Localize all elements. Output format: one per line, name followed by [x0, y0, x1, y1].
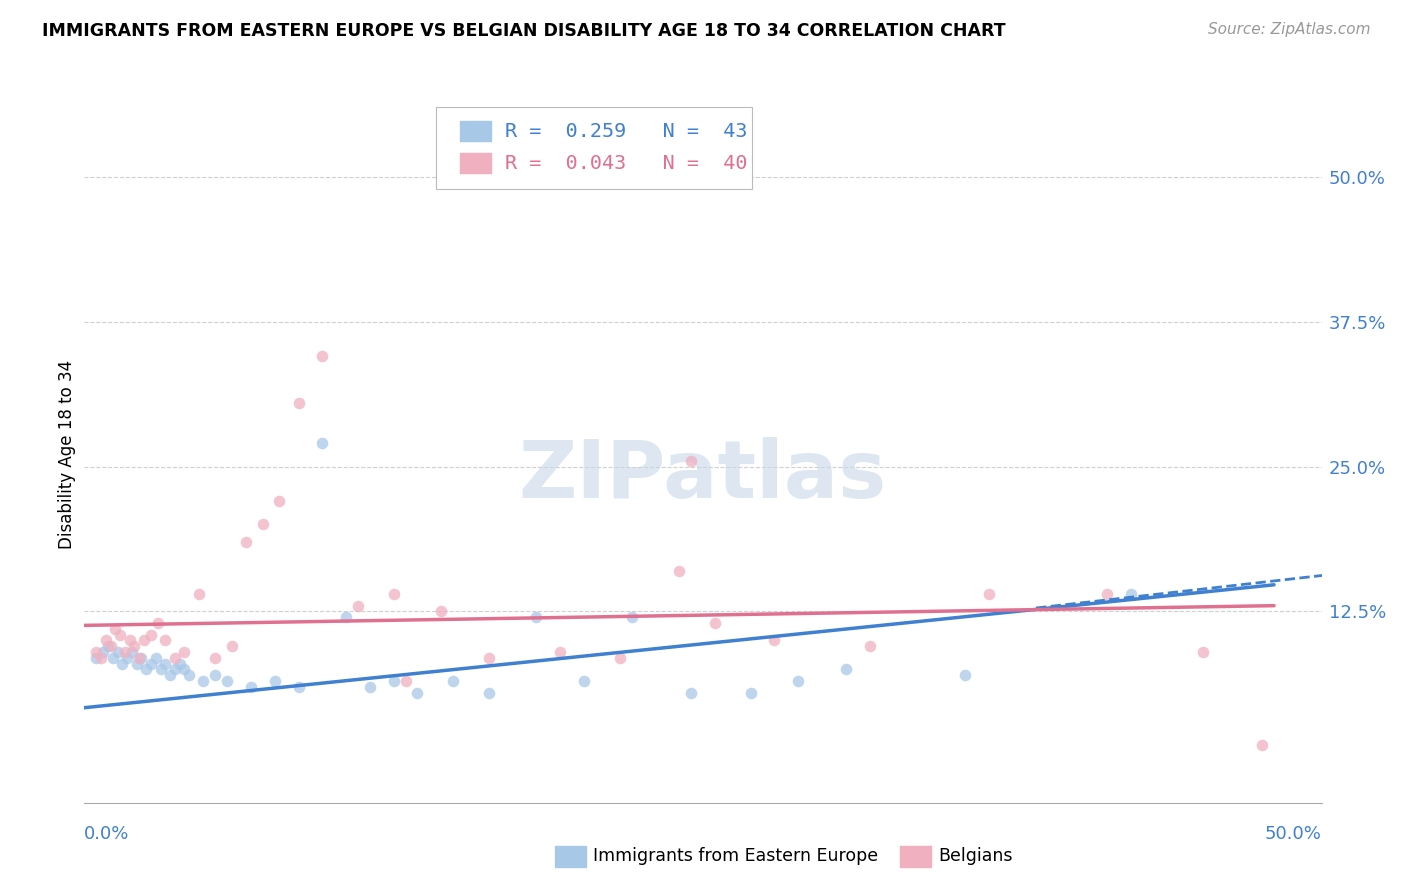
Point	[159, 668, 181, 682]
Point	[108, 628, 131, 642]
Point	[382, 587, 405, 601]
Point	[572, 674, 595, 689]
Point	[1121, 587, 1143, 601]
Point	[204, 651, 226, 665]
Point	[155, 633, 177, 648]
Point	[681, 685, 703, 699]
Point	[1097, 587, 1119, 601]
Point	[406, 685, 429, 699]
Point	[858, 639, 880, 653]
Point	[84, 645, 107, 659]
Y-axis label: Disability Age 18 to 34: Disability Age 18 to 34	[58, 360, 76, 549]
Point	[681, 453, 703, 467]
Point	[115, 651, 138, 665]
Point	[173, 662, 195, 677]
Point	[124, 639, 146, 653]
Point	[478, 685, 501, 699]
Point	[187, 587, 209, 601]
Point	[263, 674, 285, 689]
Point	[149, 662, 172, 677]
Point	[269, 494, 291, 508]
Point	[1251, 738, 1274, 752]
Point	[104, 622, 127, 636]
Point	[441, 674, 464, 689]
Point	[169, 657, 191, 671]
Point	[287, 396, 309, 410]
Point	[430, 605, 453, 619]
Point	[101, 651, 124, 665]
Point	[609, 651, 631, 665]
Text: R =  0.043   N =  40: R = 0.043 N = 40	[505, 153, 747, 173]
Text: ZIPatlas: ZIPatlas	[519, 437, 887, 515]
Point	[193, 674, 215, 689]
Point	[668, 564, 690, 578]
Point	[125, 657, 148, 671]
Point	[97, 639, 120, 653]
Point	[235, 534, 257, 549]
Point	[111, 657, 134, 671]
Point	[107, 645, 129, 659]
Point	[287, 680, 309, 694]
Point	[204, 668, 226, 682]
Point	[311, 350, 333, 364]
Point	[84, 651, 107, 665]
Text: Belgians: Belgians	[938, 847, 1012, 865]
Point	[953, 668, 976, 682]
Text: IMMIGRANTS FROM EASTERN EUROPE VS BELGIAN DISABILITY AGE 18 TO 34 CORRELATION CH: IMMIGRANTS FROM EASTERN EUROPE VS BELGIA…	[42, 22, 1005, 40]
Point	[478, 651, 501, 665]
Point	[835, 662, 858, 677]
Point	[121, 645, 143, 659]
Point	[977, 587, 1000, 601]
Point	[763, 633, 786, 648]
Point	[347, 599, 370, 613]
Point	[128, 651, 150, 665]
Point	[145, 651, 167, 665]
Text: Source: ZipAtlas.com: Source: ZipAtlas.com	[1208, 22, 1371, 37]
Point	[163, 651, 186, 665]
Point	[335, 610, 357, 624]
Text: Immigrants from Eastern Europe: Immigrants from Eastern Europe	[593, 847, 879, 865]
Point	[1191, 645, 1213, 659]
Point	[740, 685, 762, 699]
Text: 0.0%: 0.0%	[84, 825, 129, 843]
Point	[163, 662, 186, 677]
Point	[217, 674, 239, 689]
Point	[382, 674, 405, 689]
Point	[90, 651, 112, 665]
Point	[221, 639, 243, 653]
Point	[173, 645, 195, 659]
Point	[526, 610, 548, 624]
Point	[100, 639, 122, 653]
Point	[359, 680, 381, 694]
Point	[131, 651, 153, 665]
Point	[146, 615, 169, 630]
Point	[239, 680, 262, 694]
Point	[132, 633, 155, 648]
Point	[177, 668, 200, 682]
Point	[311, 436, 333, 450]
Point	[93, 645, 115, 659]
Point	[94, 633, 117, 648]
Point	[114, 645, 136, 659]
Point	[139, 628, 162, 642]
Point	[135, 662, 157, 677]
Point	[155, 657, 177, 671]
Point	[703, 615, 725, 630]
Point	[139, 657, 162, 671]
Point	[787, 674, 810, 689]
Text: 50.0%: 50.0%	[1265, 825, 1322, 843]
Text: R =  0.259   N =  43: R = 0.259 N = 43	[505, 121, 747, 141]
Point	[252, 517, 274, 532]
Point	[548, 645, 571, 659]
Point	[394, 674, 416, 689]
Point	[620, 610, 643, 624]
Point	[118, 633, 141, 648]
